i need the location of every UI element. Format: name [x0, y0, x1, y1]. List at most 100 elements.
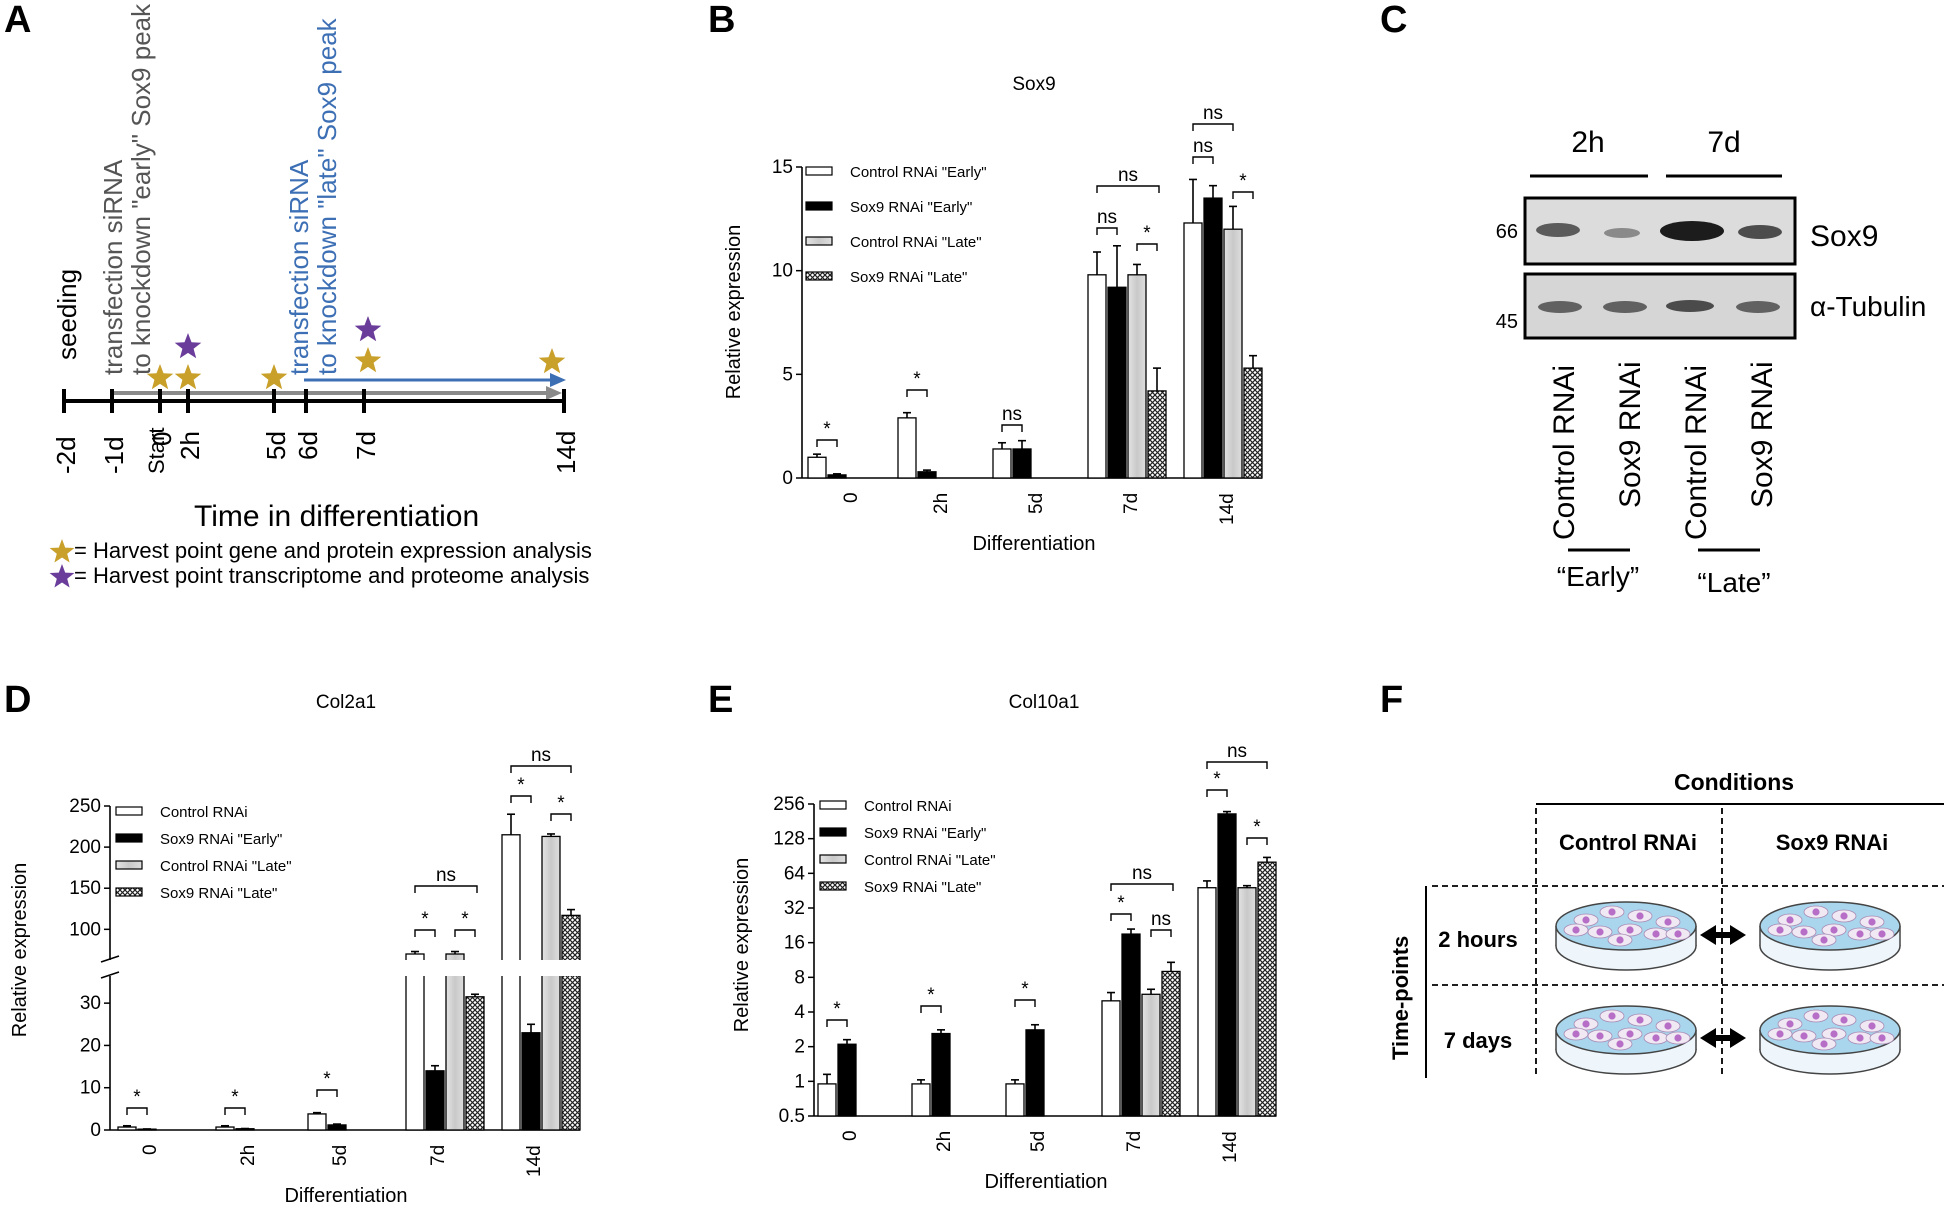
cell-nucleus — [1616, 1040, 1624, 1048]
significance-label: * — [1239, 171, 1247, 192]
cell-nucleus — [1856, 1034, 1864, 1042]
bar — [1087, 274, 1107, 479]
significance-label: * — [833, 999, 841, 1020]
harvest-star-gold — [146, 364, 174, 390]
bar — [1237, 887, 1257, 1117]
timeline-tick-label: 5d — [261, 431, 291, 460]
event-early-line2: to knockdown "early" Sox9 peak — [126, 3, 156, 375]
significance-bracket — [826, 1019, 848, 1027]
chart-e-ylabel: Relative expression — [731, 858, 753, 1033]
double-arrow-shaft — [1714, 1035, 1732, 1041]
legend-label: Control RNAi "Early" — [850, 164, 987, 181]
y-tick-label: 10 — [80, 1078, 101, 1099]
bar — [1107, 286, 1127, 479]
legend-star-gold — [49, 539, 75, 563]
significance-label: * — [133, 1087, 141, 1108]
panel-label-b: B — [708, 0, 735, 41]
x-tick-label: 14d — [1217, 493, 1238, 525]
significance-label: * — [231, 1087, 239, 1108]
timeline-axis-title: Time in differentiation — [194, 500, 479, 533]
bar — [117, 1126, 137, 1131]
x-tick-label: 2h — [934, 1131, 955, 1152]
bar — [992, 448, 1012, 479]
significance-label: ns — [436, 865, 456, 886]
x-tick-label: 0 — [841, 492, 862, 503]
late-arrow-head — [550, 373, 566, 387]
y-tick-label: 5 — [782, 364, 793, 385]
x-tick-label: 0 — [140, 1144, 161, 1155]
bar — [1127, 274, 1147, 479]
timeline-tick-label: -1d — [99, 436, 129, 474]
significance-bracket — [1150, 929, 1172, 937]
timeline-tick-label: 2h — [175, 431, 205, 460]
y-tick-label: 0 — [782, 468, 793, 489]
significance-label: * — [823, 419, 831, 440]
x-tick-label: 7d — [1121, 493, 1142, 514]
chart-col2a1: Col2a1 Differentiation Relative expressi… — [9, 692, 598, 1207]
bar — [1147, 390, 1167, 479]
cell-nucleus — [1800, 928, 1808, 936]
bar — [1141, 993, 1161, 1117]
cell-nucleus — [1812, 908, 1820, 916]
y-tick-label: 2 — [794, 1037, 805, 1058]
band-tubulin-2 — [1603, 301, 1647, 313]
cell-nucleus — [1830, 1030, 1838, 1038]
cell-nucleus — [1596, 928, 1604, 936]
significance-label: ns — [1151, 909, 1171, 930]
conditions-grid: Conditions Control RNAi Sox9 RNAi Time-p… — [1388, 769, 1944, 1078]
significance-bracket — [920, 1005, 942, 1013]
conditions-col-sox9: Sox9 RNAi — [1776, 830, 1888, 855]
x-tick-label: 7d — [1124, 1131, 1145, 1152]
significance-label: ns — [1132, 863, 1152, 884]
harvest-star-purple — [174, 333, 202, 359]
blot-lane-3: Control RNAi — [1680, 365, 1713, 540]
significance-bracket — [1110, 883, 1174, 891]
band-sox9-3 — [1660, 221, 1724, 241]
significance-bracket — [1014, 999, 1036, 1007]
chart-e-title: Col10a1 — [1009, 692, 1080, 713]
legend-swatch — [819, 881, 847, 891]
chart-b-ylabel: Relative expression — [723, 225, 745, 400]
double-arrow-shaft — [1714, 932, 1732, 938]
bar — [1101, 1000, 1121, 1117]
panel-label-a: A — [4, 0, 31, 41]
legend-swatch — [805, 271, 833, 281]
legend-swatch — [805, 236, 833, 246]
harvest-star-gold — [354, 347, 382, 373]
timeline-tick-label: 6d — [293, 431, 323, 460]
bar — [911, 1083, 931, 1117]
double-arrow-right-icon — [1730, 925, 1746, 945]
significance-label: * — [1143, 223, 1151, 244]
bar — [521, 1032, 541, 1131]
legend-label: Sox9 RNAi "Late" — [850, 269, 967, 286]
bar — [1243, 367, 1263, 479]
bar — [931, 1032, 951, 1117]
harvest-star-gold — [174, 364, 202, 390]
timeline-panel: seeding transfection siRNA to knockdown … — [49, 3, 592, 588]
legend-swatch — [115, 806, 143, 816]
chart-col10a1: Col10a1 Differentiation Relative express… — [731, 692, 1277, 1193]
significance-bracket — [1136, 243, 1158, 251]
timeline-tick-label: 7d — [351, 431, 381, 460]
cell-nucleus — [1868, 1022, 1876, 1030]
legend-label: Control RNAi "Late" — [864, 852, 996, 869]
y-tick-label: 10 — [772, 261, 793, 282]
significance-label: * — [1213, 769, 1221, 790]
event-early-line1: transfection siRNA — [98, 159, 128, 375]
y-tick-label: 20 — [80, 1035, 101, 1056]
bar — [1121, 933, 1141, 1117]
bar — [405, 953, 425, 1131]
significance-bracket — [510, 765, 572, 773]
significance-label: * — [927, 985, 935, 1006]
y-tick-label: 150 — [69, 878, 101, 899]
significance-bracket — [414, 885, 478, 893]
cell-nucleus — [1582, 1020, 1590, 1028]
legend-swatch — [819, 854, 847, 864]
petri-dish-icon — [1759, 1005, 1901, 1075]
y-tick-label: 1 — [794, 1071, 805, 1092]
y-tick-label: 0 — [90, 1120, 101, 1141]
double-arrow-left-icon — [1700, 925, 1716, 945]
x-tick-label: 0 — [840, 1130, 861, 1141]
blot-group-early: “Early” — [1557, 561, 1639, 592]
significance-label: * — [1021, 979, 1029, 1000]
